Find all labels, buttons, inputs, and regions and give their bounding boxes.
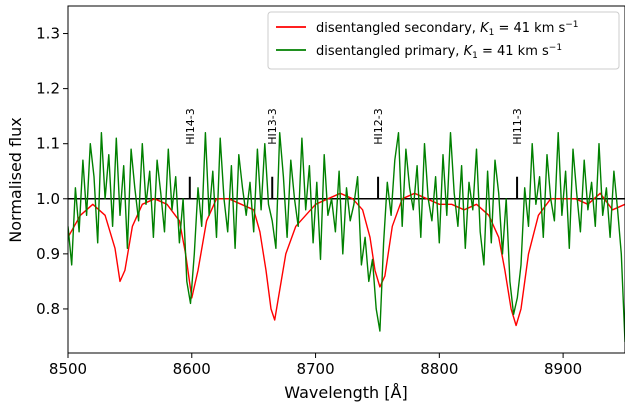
- series-line-1: [68, 192, 625, 327]
- legend: disentangled secondary, K1 = 41 km s−1 di…: [267, 11, 620, 70]
- line-id-label: HI13-3: [266, 108, 279, 144]
- plot-area: HI14-3 HI13-3 HI12-3 HI11-3: [68, 108, 625, 343]
- y-axis-ticks: 0.8 0.9 1.0 1.1 1.2 1.3: [36, 25, 68, 318]
- y-tick-label: 0.8: [36, 300, 60, 318]
- line-id-label: HI14-3: [184, 108, 197, 144]
- legend-box: [267, 11, 620, 70]
- legend-entry: disentangled primary, K1 = 41 km s−1: [316, 43, 562, 61]
- y-tick-label: 1.3: [36, 25, 60, 43]
- x-tick-label: 8700: [296, 360, 334, 378]
- line-id-label: HI11-3: [511, 108, 524, 144]
- x-tick-label: 8600: [173, 360, 211, 378]
- x-tick-label: 8800: [420, 360, 458, 378]
- x-axis-label: Wavelength [Å]: [284, 383, 407, 402]
- plot-frame: [67, 5, 625, 354]
- y-tick-label: 1.2: [36, 80, 60, 98]
- x-tick-label: 8900: [544, 360, 582, 378]
- x-axis-ticks: 8500 8600 8700 8800 8900: [49, 353, 582, 378]
- x-tick-label: 8500: [49, 360, 87, 378]
- series-line-2: [68, 131, 625, 343]
- line-id-label: HI12-3: [372, 108, 385, 144]
- y-tick-label: 0.9: [36, 245, 60, 263]
- y-tick-label: 1.0: [36, 190, 60, 208]
- y-tick-label: 1.1: [36, 135, 60, 153]
- y-axis-label: Normalised flux: [6, 117, 25, 242]
- legend-entry: disentangled secondary, K1 = 41 km s−1: [316, 20, 579, 38]
